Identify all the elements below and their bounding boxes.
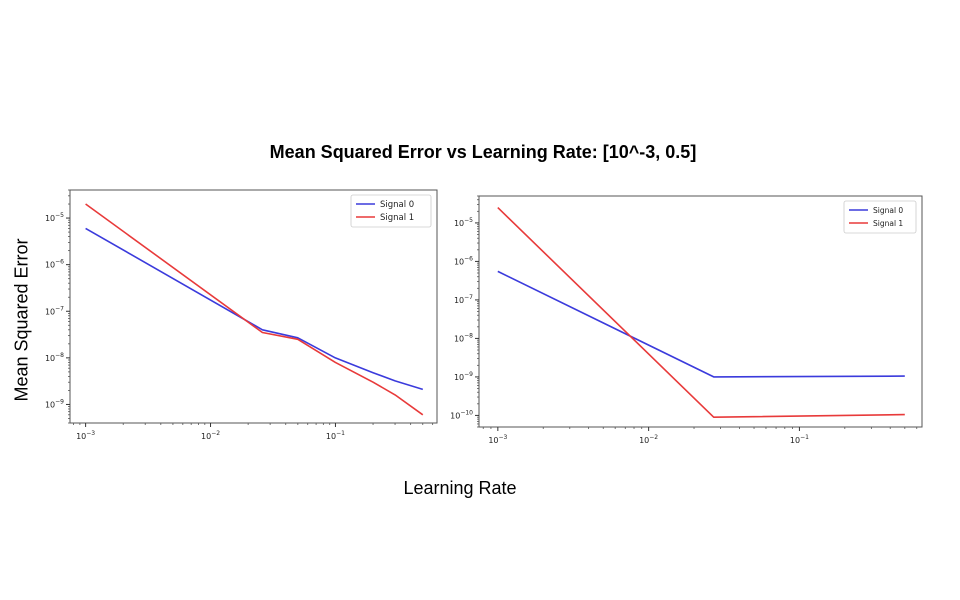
x-axis-label: Learning Rate <box>403 478 517 498</box>
y-tick-label: 10−9 <box>45 398 64 409</box>
y-tick-label: 10−7 <box>45 305 64 316</box>
x-tick-label: 10−3 <box>76 430 95 441</box>
series-line-0 <box>85 227 424 391</box>
y-tick-label: 10−8 <box>45 352 64 363</box>
legend-label-1: Signal 1 <box>380 213 414 223</box>
y-tick-label: 10−6 <box>45 259 64 270</box>
x-tick-label: 10−2 <box>201 430 220 441</box>
figure-title: Mean Squared Error vs Learning Rate: [10… <box>269 142 697 162</box>
y-tick-label: 10−5 <box>45 212 64 223</box>
series-line-1 <box>85 203 424 416</box>
legend-box <box>350 194 432 228</box>
legend-label-0: Signal 0 <box>380 200 414 210</box>
x-tick-label: 10−1 <box>326 430 345 441</box>
legend: Signal 0 Signal 1 <box>350 194 432 228</box>
